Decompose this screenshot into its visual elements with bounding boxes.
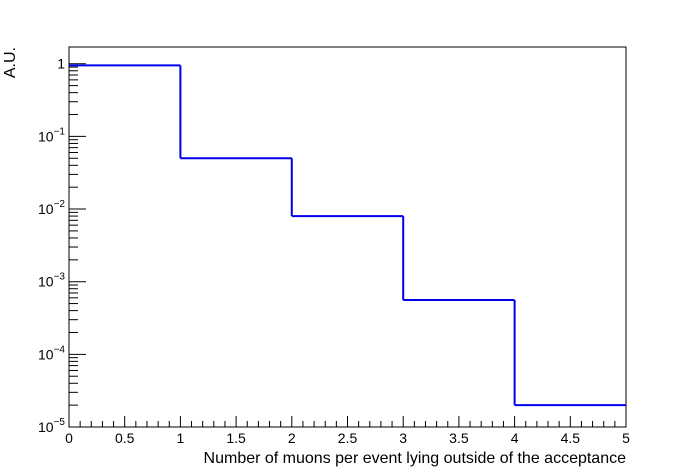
x-tick-label: 5 bbox=[622, 430, 630, 446]
x-tick-label: 2 bbox=[288, 430, 296, 446]
x-tick-label: 2.5 bbox=[338, 430, 358, 446]
y-axis-title: A.U. bbox=[2, 47, 19, 78]
x-tick-label: 0.5 bbox=[115, 430, 135, 446]
y-tick-label-base: 10 bbox=[38, 419, 54, 435]
y-tick-label: 10−2 bbox=[38, 199, 65, 217]
x-axis-title: Number of muons per event lying outside … bbox=[204, 450, 627, 467]
x-axis-tick-labels: 0 0.5 1 1.5 2 2.5 3 3.5 4 4.5 5 bbox=[65, 430, 630, 446]
y-tick-label: 1 bbox=[57, 56, 65, 72]
x-tick-label: 4.5 bbox=[561, 430, 581, 446]
x-tick-label: 0 bbox=[65, 430, 73, 446]
y-tick-label-exponent: −1 bbox=[54, 126, 66, 137]
y-tick-label-exponent: −5 bbox=[54, 417, 66, 428]
y-tick-label-exponent: −4 bbox=[54, 344, 66, 355]
y-tick-label-base: 10 bbox=[38, 201, 54, 217]
y-tick-label: 10−1 bbox=[38, 126, 65, 144]
y-tick-label: 10−5 bbox=[38, 417, 65, 435]
y-tick-label-exponent: −3 bbox=[54, 272, 66, 283]
histogram-bins bbox=[69, 64, 626, 407]
x-tick-label: 3.5 bbox=[449, 430, 469, 446]
y-tick-label: 10−3 bbox=[38, 272, 65, 290]
y-tick-label: 10−4 bbox=[38, 344, 65, 362]
x-tick-label: 4 bbox=[511, 430, 519, 446]
y-tick-label-base: 10 bbox=[38, 128, 54, 144]
y-tick-label-base: 10 bbox=[38, 274, 54, 290]
y-tick-label-base: 10 bbox=[38, 346, 54, 362]
y-tick-label-exponent: −2 bbox=[54, 199, 66, 210]
x-axis-ticks bbox=[68, 416, 627, 427]
y-axis-tick-labels: 110−110−210−310−410−5 bbox=[38, 56, 65, 435]
plot-frame bbox=[68, 46, 627, 428]
x-tick-label: 1.5 bbox=[226, 430, 246, 446]
x-tick-label: 3 bbox=[399, 430, 407, 446]
y-tick-label-base: 1 bbox=[57, 56, 65, 72]
y-axis-ticks bbox=[69, 63, 86, 428]
x-tick-label: 1 bbox=[177, 430, 185, 446]
